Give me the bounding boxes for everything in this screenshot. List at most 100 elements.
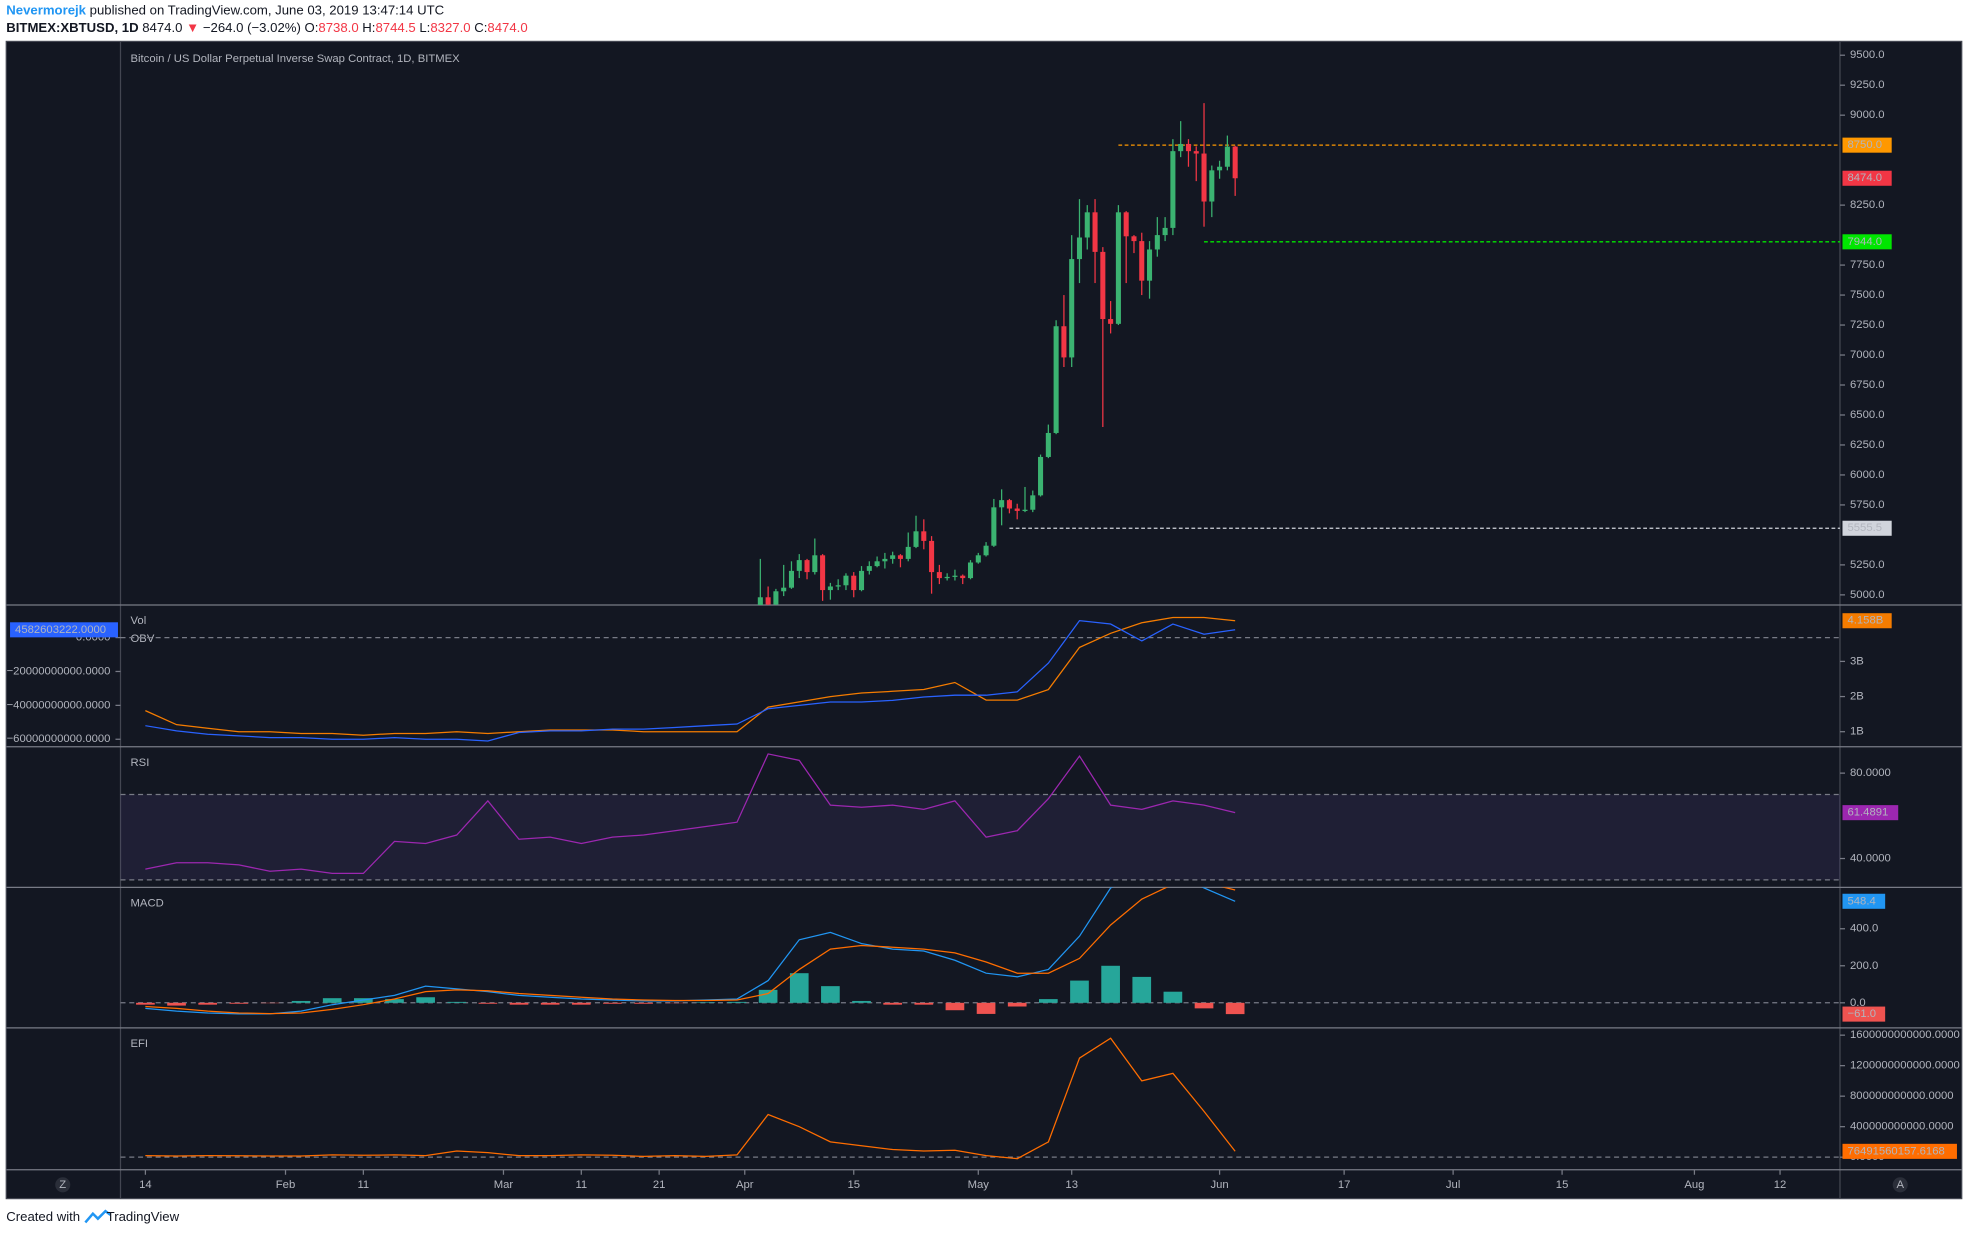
candle-body — [851, 575, 857, 591]
published: published on TradingView.com, June 03, 2… — [90, 3, 444, 18]
histogram-bar — [976, 1002, 996, 1014]
z-button-label[interactable]: Z — [59, 1179, 66, 1191]
candle-body — [983, 545, 989, 556]
y-tick-label: 5750.0 — [1850, 499, 1885, 511]
candle-body — [882, 558, 888, 562]
histogram-bar — [322, 998, 342, 1003]
value-badge-label: 8750.0 — [1848, 139, 1883, 151]
y-tick-label: 7500.0 — [1850, 289, 1885, 301]
logo — [84, 1209, 112, 1224]
value-badge-label: 548.4 — [1848, 895, 1876, 907]
y-tick-label: 1200000000000.0000 — [1850, 1060, 1960, 1072]
x-tick-label: Feb — [276, 1179, 295, 1191]
candle-body — [967, 562, 974, 579]
histogram-bar — [634, 1002, 653, 1004]
candle-body — [1123, 212, 1129, 237]
pane-label: Vol — [131, 615, 147, 627]
histogram-bar — [167, 1002, 186, 1006]
candle-body — [1217, 166, 1223, 171]
histogram-bar — [789, 973, 809, 1003]
pane-label: EFI — [131, 1038, 149, 1050]
author[interactable]: Nevermorejk — [6, 3, 86, 18]
z-button[interactable] — [55, 1177, 71, 1193]
candle-body — [1108, 319, 1114, 324]
value-badge-label: 8474.0 — [1848, 172, 1883, 184]
value-badge — [1842, 893, 1886, 909]
candle-body — [1131, 236, 1137, 242]
y-tick-label: −40000000000.0000 — [7, 699, 111, 711]
y-tick-label: 400000000000.0000 — [1850, 1121, 1954, 1133]
candle-body — [788, 570, 795, 588]
y-tick-label: 6000.0 — [1850, 469, 1885, 481]
candle-body — [1092, 212, 1098, 252]
candle-body — [1209, 170, 1215, 202]
candle-body — [1139, 241, 1145, 281]
y-tick-label: 2B — [1850, 691, 1864, 703]
l-label: L: — [419, 20, 430, 35]
histogram-bar — [1163, 991, 1183, 1003]
indicator-line — [145, 753, 1236, 875]
indicator-line — [145, 616, 1236, 736]
x-tick-label: 11 — [357, 1179, 369, 1191]
candle-body — [1061, 326, 1067, 358]
a-button-label[interactable]: A — [1896, 1179, 1904, 1191]
y-tick-label: 7250.0 — [1850, 319, 1885, 331]
value-badge — [1842, 170, 1892, 186]
change: −264.0 (−3.02%) — [203, 20, 301, 35]
candle-body — [812, 555, 818, 573]
x-tick-label: May — [968, 1179, 990, 1191]
chart-frame — [5, 40, 1963, 1200]
candle-body — [827, 586, 833, 591]
symbol-line: BITMEX:XBTUSD, 1D 8474.0 ▼ −264.0 (−3.02… — [6, 20, 527, 35]
value-badge — [1842, 137, 1892, 153]
y-tick-label: 40.0000 — [1850, 853, 1891, 865]
y-tick-label: 3B — [1850, 655, 1864, 667]
candle-body — [1201, 153, 1207, 202]
candle-body — [1232, 146, 1238, 179]
candle-body — [991, 507, 997, 546]
candle-body — [1100, 251, 1106, 320]
y-tick-label: 0.0000 — [76, 632, 111, 644]
x-tick-label: 15 — [1556, 1179, 1569, 1191]
y-tick-label: −60000000000.0000 — [7, 733, 111, 745]
histogram-bar — [416, 997, 435, 1003]
histogram-bar — [603, 1002, 622, 1004]
histogram-bar — [1132, 976, 1152, 1003]
candle-body — [1185, 143, 1191, 152]
footer-created: Created with — [6, 1209, 80, 1224]
candle-body — [913, 531, 919, 547]
value-badge — [1842, 520, 1892, 536]
x-tick-label: 12 — [1774, 1179, 1787, 1191]
candle-body — [1038, 456, 1044, 496]
x-tick-label: 11 — [575, 1179, 587, 1191]
y-tick-label: 8250.0 — [1850, 199, 1885, 211]
l: 8327.0 — [430, 20, 470, 35]
histogram-bar — [1101, 965, 1120, 1003]
candle-body — [1178, 143, 1184, 152]
value-badge — [1842, 1006, 1886, 1022]
x-tick-label: Apr — [736, 1179, 754, 1191]
x-tick-label: Aug — [1684, 1179, 1704, 1191]
a-button[interactable] — [1892, 1177, 1908, 1193]
value-badge-label: 61.4891 — [1848, 807, 1889, 819]
candle-body — [757, 597, 763, 605]
histogram-bar — [821, 986, 840, 1003]
y-tick-label: 7000.0 — [1850, 349, 1885, 361]
histogram-bar — [1194, 1002, 1214, 1009]
footer-brand[interactable]: TradingView — [107, 1209, 180, 1224]
candle-body — [952, 575, 958, 577]
value-badge-label: −61.0 — [1848, 1008, 1877, 1020]
value-badge — [10, 622, 118, 638]
candle-body — [773, 591, 779, 605]
candle-body — [905, 546, 911, 559]
h: 8744.5 — [375, 20, 415, 35]
indicator-line — [145, 887, 1236, 1015]
candle-body — [921, 531, 927, 541]
histogram-bar — [198, 1002, 218, 1005]
y-tick-label: 6250.0 — [1850, 439, 1885, 451]
histogram-bar — [852, 1000, 871, 1003]
value-badge-label: 76491560157.6168 — [1848, 1145, 1945, 1157]
candle-body — [1030, 495, 1036, 510]
value-badge-label: 4.158B — [1848, 615, 1884, 627]
